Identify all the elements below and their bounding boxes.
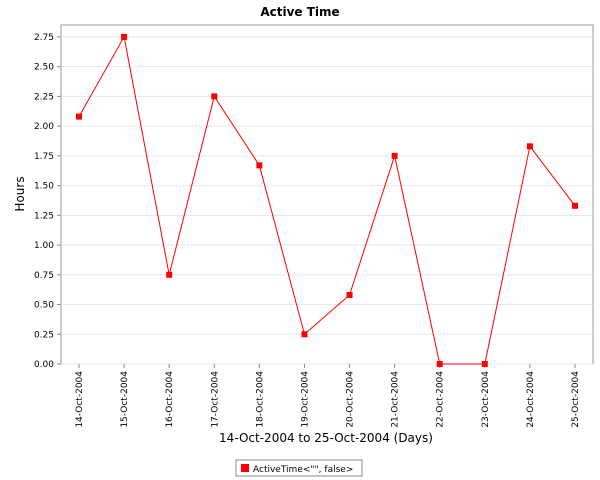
x-tick-label: 18-Oct-2004: [255, 371, 265, 428]
y-tick-label: 0.25: [34, 330, 54, 340]
series-line: [78, 35, 576, 365]
x-tick-label: 19-Oct-2004: [300, 371, 310, 428]
legend-label: ActiveTime<"", false>: [253, 465, 353, 475]
legend-frame: [235, 459, 363, 477]
data-point: [391, 152, 398, 159]
data-point: [301, 331, 308, 338]
y-tick-label: 1.25: [34, 211, 54, 221]
series-layer: [76, 33, 578, 367]
data-point: [166, 271, 173, 278]
y-axis-label: Hours: [13, 176, 27, 211]
plot-area: [60, 24, 594, 365]
data-point: [256, 162, 263, 169]
grid-lines: [61, 36, 593, 365]
x-axis-label: 14-Oct-2004 to 25-Oct-2004 (Days): [219, 431, 433, 445]
data-point: [211, 93, 218, 100]
x-tick-label: 15-Oct-2004: [120, 371, 130, 428]
x-tick-label: 24-Oct-2004: [526, 371, 536, 428]
y-tick-label: 2.25: [34, 92, 54, 102]
y-axis: 0.00 0.25 0.50 0.75 1.00 1.25 1.50 1.75 2.00 2.25…: [34, 33, 61, 370]
x-tick-label: 16-Oct-2004: [165, 371, 175, 428]
y-tick-label: 1.50: [34, 182, 54, 192]
x-axis: 14-Oct-2004 15-Oct-2004 16-Oct-2004 17-Oct-…: [75, 364, 581, 428]
x-tick-label: 23-Oct-2004: [481, 371, 491, 428]
x-tick-label: 20-Oct-2004: [346, 371, 356, 428]
x-tick-label: 21-Oct-2004: [391, 371, 401, 428]
data-point: [346, 292, 353, 299]
data-point: [436, 361, 443, 367]
data-point: [76, 113, 82, 120]
data-point: [121, 33, 128, 40]
y-tick-label: 2.00: [34, 122, 54, 132]
x-tick-label: 25-Oct-2004: [571, 371, 581, 428]
legend: ActiveTime<"", false>: [235, 459, 363, 477]
y-tick-label: 0.00: [34, 360, 54, 370]
legend-marker: [241, 464, 249, 472]
y-tick-label: 2.75: [34, 33, 54, 43]
y-tick-label: 1.75: [34, 152, 54, 162]
data-point: [572, 202, 578, 209]
x-tick-label: 22-Oct-2004: [436, 371, 446, 428]
chart-title: Active Time: [260, 5, 339, 19]
y-tick-label: 0.75: [34, 271, 54, 281]
y-tick-label: 0.50: [34, 301, 54, 311]
x-tick-label: 17-Oct-2004: [210, 371, 220, 428]
data-point: [526, 143, 533, 150]
data-point: [481, 361, 488, 367]
x-tick-label: 14-Oct-2004: [75, 371, 85, 428]
y-tick-label: 2.50: [34, 63, 54, 73]
y-tick-label: 1.00: [34, 241, 54, 251]
